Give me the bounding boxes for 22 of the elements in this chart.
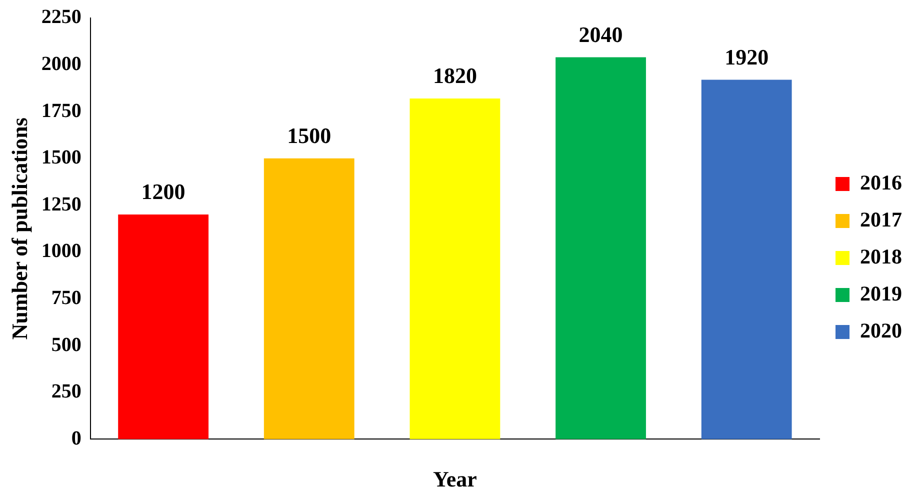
y-tick-label: 1000 — [41, 240, 82, 262]
legend-label: 2017 — [860, 207, 902, 232]
data-label: 1500 — [287, 123, 332, 148]
data-label: 1820 — [432, 63, 477, 88]
y-axis-title: Number of publications — [6, 117, 32, 340]
legend-label: 2018 — [860, 244, 902, 268]
y-tick-label: 2250 — [41, 6, 82, 28]
legend-label: 2019 — [860, 281, 902, 306]
legend-label: 2020 — [860, 318, 902, 342]
y-tick-label: 500 — [51, 334, 82, 356]
y-tick-label: 2000 — [41, 52, 82, 75]
data-label: 2040 — [578, 22, 623, 47]
y-tick-label: 0 — [71, 427, 82, 450]
data-label: 1200 — [141, 179, 186, 204]
data-label: 1920 — [724, 44, 769, 70]
x-axis-title: Year — [432, 466, 478, 492]
y-tick-label: 250 — [51, 380, 82, 403]
y-tick-label: 1750 — [41, 100, 82, 122]
y-tick-label: 750 — [51, 286, 82, 309]
y-tick-label: 1250 — [41, 193, 82, 216]
y-tick-label: 1500 — [41, 146, 82, 169]
legend-label: 2016 — [860, 170, 902, 194]
